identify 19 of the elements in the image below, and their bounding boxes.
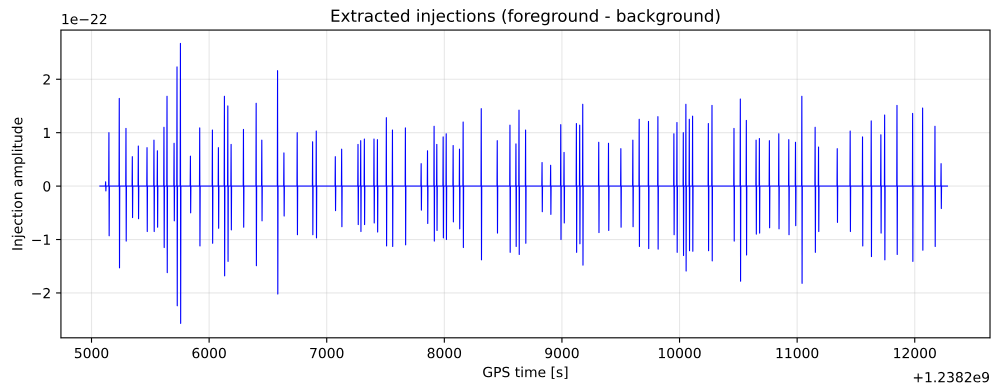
x-tick-label: 7000 <box>310 348 344 358</box>
x-axis-title: GPS time [s] <box>483 366 568 379</box>
text: 1e−22 <box>62 14 106 24</box>
x-tick-label: 9000 <box>545 348 579 358</box>
y-tick-label: 0 <box>43 181 50 192</box>
line-series <box>99 42 948 324</box>
x-tick-label: 5000 <box>74 348 108 358</box>
x-tick-label: 10000 <box>658 348 701 358</box>
x-tick-label: 12000 <box>894 348 936 358</box>
x-tick-label: 8000 <box>428 348 462 358</box>
y-tick-label: −1 <box>32 234 50 245</box>
y-tick-label: −2 <box>32 288 50 298</box>
text: +1.2382e9 <box>914 372 990 382</box>
x-tick-label: 11000 <box>776 348 818 358</box>
chart-title: Extracted injections (foreground - background) <box>332 9 720 26</box>
y-axis-title: Injection amplitude <box>12 118 26 250</box>
x-tick-label: 6000 <box>192 348 226 358</box>
y-tick-label: 1 <box>44 128 50 138</box>
y-tick-label: 2 <box>43 74 50 85</box>
